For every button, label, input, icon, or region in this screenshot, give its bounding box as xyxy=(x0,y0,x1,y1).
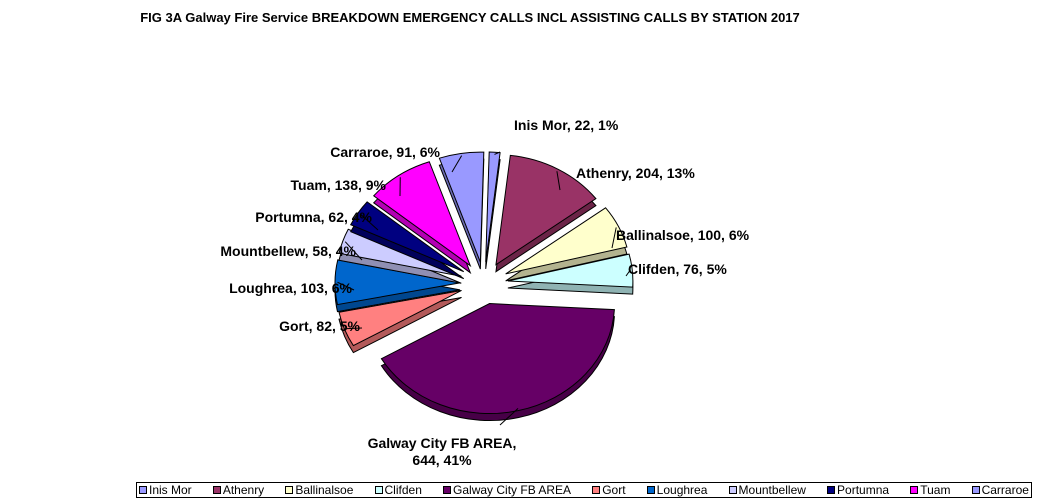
legend: Inis Mor Athenry Ballinalsoe Clifden Galway … xyxy=(136,482,1032,498)
legend-label: Ballinalsoe xyxy=(295,483,354,497)
legend-label: Clifden xyxy=(384,483,422,497)
legend-item-tuam: Tuam xyxy=(910,483,950,497)
pie-slice-tuam xyxy=(372,161,472,268)
legend-swatch xyxy=(910,486,919,494)
pie-slice-carraroe xyxy=(438,151,485,263)
legend-item-loughrea: Loughrea xyxy=(646,483,708,497)
legend-item-gort: Gort xyxy=(592,483,626,497)
legend-label: Galway City FB AREA xyxy=(453,483,572,497)
leader-line-gort xyxy=(346,327,363,330)
legend-item-inis-mor: Inis Mor xyxy=(139,483,192,497)
legend-swatch xyxy=(374,486,383,494)
pie-chart: Inis Mor, 22, 1% Athenry, 204, 13% Ballina… xyxy=(220,117,749,468)
leader-line-portumna xyxy=(359,213,379,231)
pie-slice-inis-mor xyxy=(485,151,501,262)
leader-line-loughrea xyxy=(337,281,355,291)
data-label-portumna: Portumna, 62, 4% xyxy=(255,209,372,225)
data-label-carraroe: Carraroe, 91, 6% xyxy=(330,144,440,160)
legend-label: Portumna xyxy=(837,483,890,497)
pie-slice-ballinalsoe xyxy=(505,207,628,275)
data-label-athenry: Athenry, 204, 13% xyxy=(576,165,695,181)
leader-line-clifden xyxy=(625,270,631,277)
legend-item-mountbellew: Mountbellew xyxy=(728,483,806,497)
legend-label: Athenry xyxy=(222,483,265,497)
legend-swatch xyxy=(646,486,655,494)
legend-item-portumna: Portumna xyxy=(827,483,889,497)
legend-label: Gort xyxy=(602,483,626,497)
data-label-ballinalsoe: Ballinalsoe, 100, 6% xyxy=(616,227,750,243)
legend-item-clifden: Clifden xyxy=(374,483,422,497)
data-label-galway-city-fb-area: Galway City FB AREA, 644, 41% xyxy=(368,435,517,468)
data-label-mountbellew: Mountbellew, 58, 4% xyxy=(220,243,356,259)
legend-label: Mountbellew xyxy=(738,483,806,497)
legend-label: Inis Mor xyxy=(149,483,192,497)
leader-line-carraroe xyxy=(451,155,463,173)
legend-item-carraroe: Carraroe xyxy=(971,483,1029,497)
legend-label: Loughrea xyxy=(656,483,708,497)
pie-slice-loughrea xyxy=(334,259,461,306)
legend-label: Tuam xyxy=(920,483,951,497)
legend-swatch xyxy=(728,486,737,494)
data-label-clifden: Clifden, 76, 5% xyxy=(628,261,727,277)
pie-slice-galway-city-fb-area xyxy=(380,303,615,415)
legend-item-athenry: Athenry xyxy=(212,483,265,497)
data-labels: Inis Mor, 22, 1% Athenry, 204, 13% Ballina… xyxy=(220,117,749,468)
legend-swatch xyxy=(139,486,147,494)
leader-line-galway-city-fb-area xyxy=(499,408,519,426)
legend-swatch xyxy=(971,486,980,494)
data-label-inis-mor: Inis Mor, 22, 1% xyxy=(514,117,619,133)
pie-slice-athenry xyxy=(495,154,597,266)
leader-line-mountbellew xyxy=(344,241,363,261)
leader-lines xyxy=(337,151,631,426)
leader-line-ballinalsoe xyxy=(611,227,617,249)
legend-label: Carraroe xyxy=(981,483,1029,497)
pie-slice-gort xyxy=(338,289,462,347)
leader-line-athenry xyxy=(556,171,561,191)
data-label-loughrea: Loughrea, 103, 6% xyxy=(229,280,352,296)
legend-item-ballinalsoe: Ballinalsoe xyxy=(285,483,353,497)
pie-slice-portumna xyxy=(350,201,465,273)
chart-title: FIG 3A Galway Fire Service BREAKDOWN EME… xyxy=(140,10,800,25)
pie-slices xyxy=(334,151,634,422)
pie-slice-clifden xyxy=(507,253,634,288)
leader-line-inis-mor xyxy=(494,151,501,155)
legend-swatch xyxy=(285,486,294,494)
data-label-tuam: Tuam, 138, 9% xyxy=(291,177,387,193)
legend-swatch xyxy=(592,486,601,494)
legend-swatch xyxy=(212,486,221,494)
legend-swatch xyxy=(827,486,836,494)
data-label-gort: Gort, 82, 5% xyxy=(279,318,360,334)
legend-swatch xyxy=(443,486,452,494)
legend-item-galway-city-fb-area: Galway City FB AREA xyxy=(443,483,571,497)
